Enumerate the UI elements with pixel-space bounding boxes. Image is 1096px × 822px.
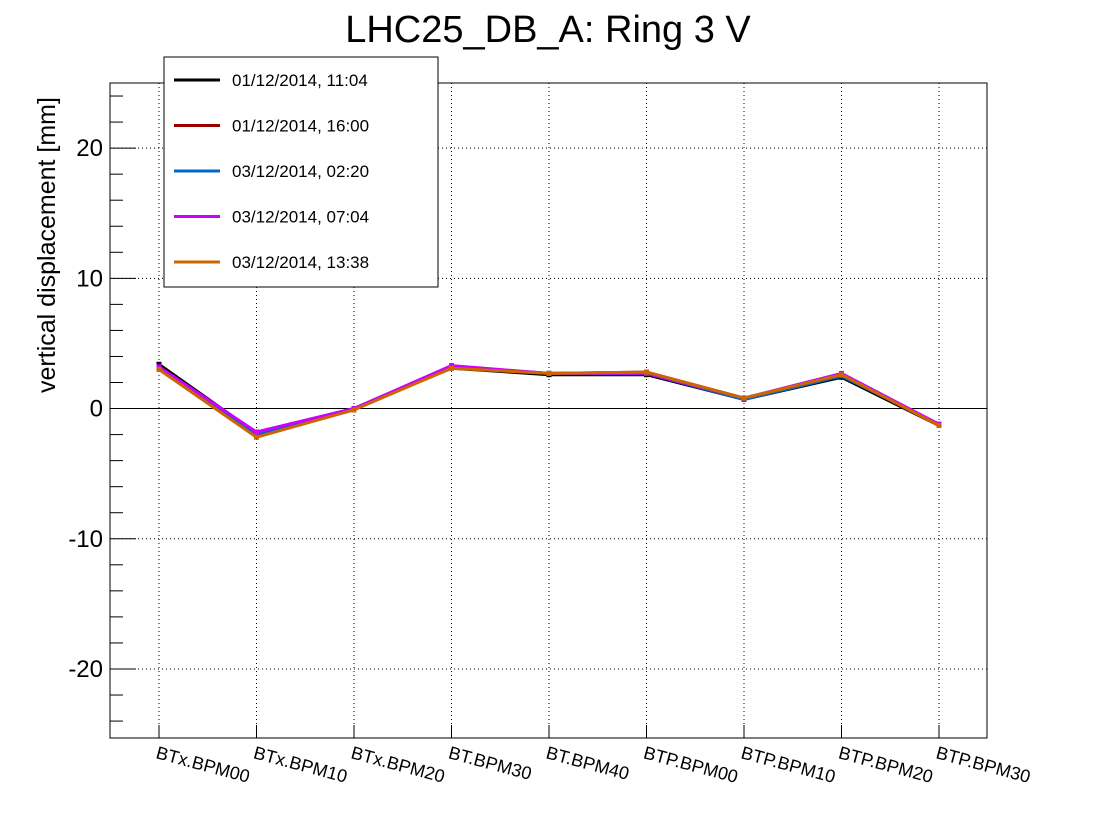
data-point: [156, 361, 162, 367]
data-point: [546, 370, 552, 376]
data-point: [936, 422, 942, 428]
series-lines: [156, 361, 942, 440]
data-point: [254, 434, 259, 440]
legend: 01/12/2014, 11:04 01/12/2014, 16:00 03/12/…: [163, 56, 439, 288]
y-tick-label: 20: [76, 135, 103, 162]
data-point: [741, 395, 747, 401]
data-point: [351, 407, 357, 413]
legend-label: 01/12/2014, 11:04: [232, 71, 368, 90]
data-point: [449, 365, 454, 371]
legend-label: 03/12/2014, 07:04: [232, 208, 369, 227]
legend-label: 01/12/2014, 16:00: [232, 117, 369, 136]
y-tick-label: -10: [68, 526, 103, 553]
data-point: [839, 372, 844, 378]
data-point: [449, 363, 454, 369]
legend-label: 03/12/2014, 02:20: [232, 162, 369, 181]
data-point: [156, 364, 162, 370]
y-tick-label: 0: [90, 396, 103, 423]
legend-label: 03/12/2014, 13:38: [232, 253, 369, 272]
data-point: [644, 369, 649, 375]
data-point: [254, 429, 259, 435]
data-point: [156, 366, 162, 372]
y-tick-label: 10: [76, 265, 103, 292]
data-point: [254, 432, 259, 438]
chart-title: LHC25_DB_A: Ring 3 V: [345, 9, 751, 51]
y-tick-label: -20: [68, 656, 103, 683]
y-axis-label: vertical displacement [mm]: [33, 97, 61, 393]
